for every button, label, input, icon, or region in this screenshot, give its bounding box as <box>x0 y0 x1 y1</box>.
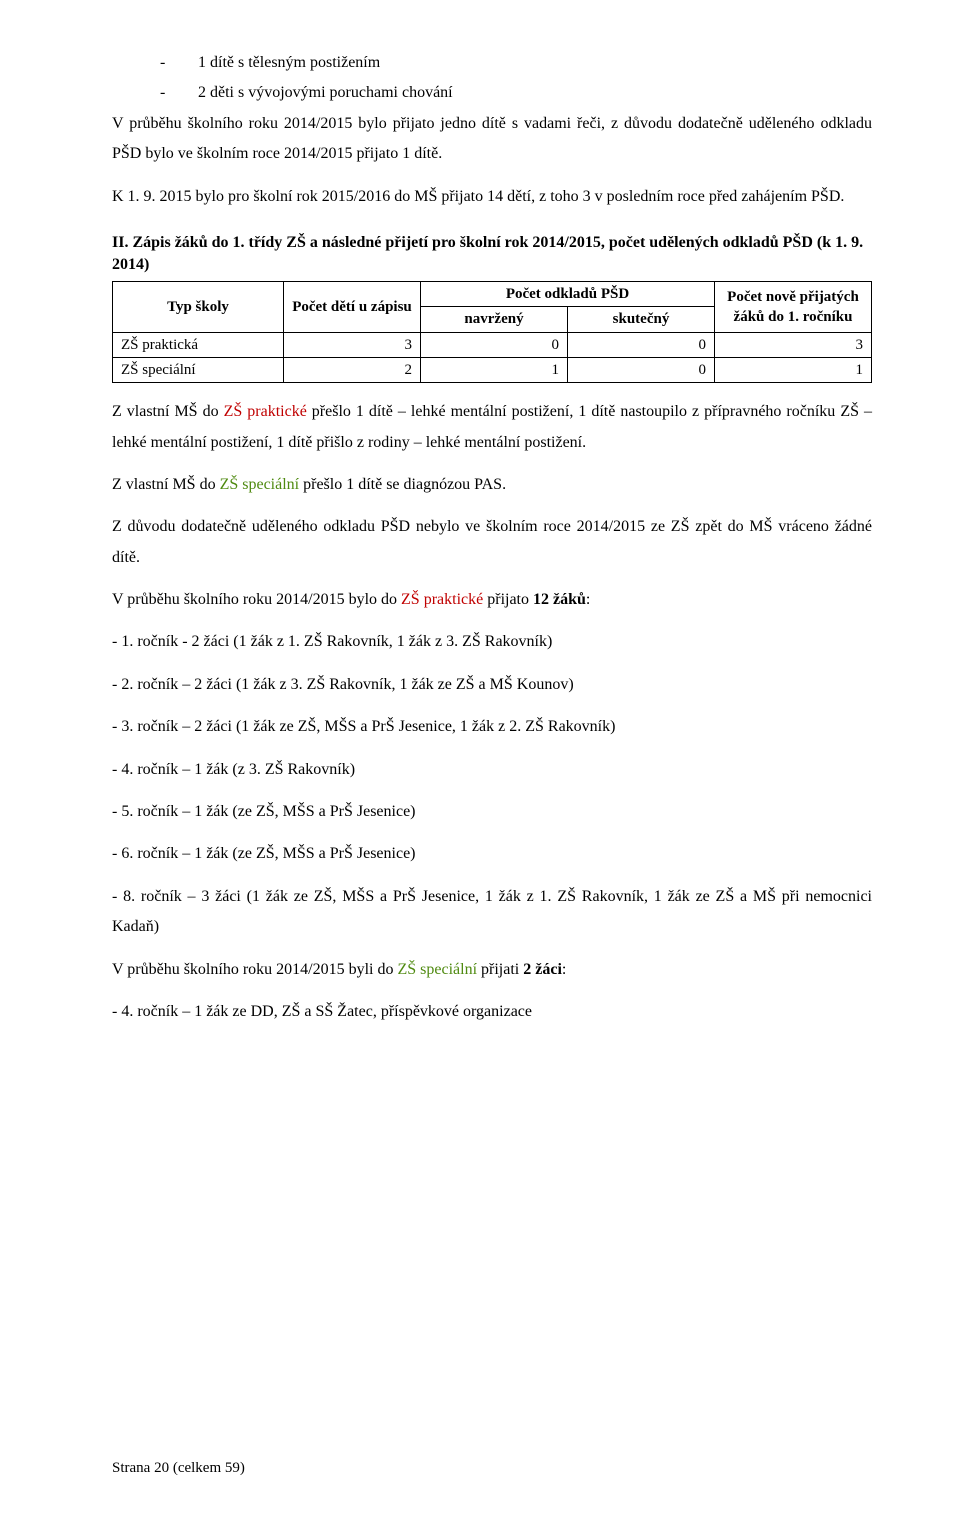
cell-value: 0 <box>568 357 715 382</box>
dash-icon: - <box>160 48 198 78</box>
table-row: ZŠ praktická 3 0 0 3 <box>113 332 872 357</box>
text: Z vlastní MŠ do <box>112 476 220 493</box>
text: : <box>586 591 590 608</box>
cell-label: ZŠ praktická <box>113 332 284 357</box>
bullet-text: 2 děti s vývojovými poruchami chování <box>198 78 453 108</box>
th-type: Typ školy <box>113 282 284 333</box>
bullet-item: - 1 dítě s tělesným postižením <box>160 48 872 78</box>
cell-value: 3 <box>715 332 872 357</box>
accent-zs-prakticka: ZŠ praktické <box>224 403 307 420</box>
cell-value: 3 <box>284 332 421 357</box>
th-deferrals: Počet odkladů PŠD <box>421 282 715 307</box>
th-actual: skutečný <box>568 307 715 332</box>
bold-count: 12 žáků <box>533 591 586 608</box>
list-item: - 8. ročník – 3 žáci (1 žák ze ZŠ, MŠS a… <box>112 882 872 943</box>
text: přijato <box>483 591 533 608</box>
bold-count: 2 žáci <box>523 961 562 978</box>
accent-zs-prakticka: ZŠ praktické <box>401 591 483 608</box>
list-item: - 4. ročník – 1 žák (z 3. ZŠ Rakovník) <box>112 755 872 785</box>
document-page: - 1 dítě s tělesným postižením - 2 děti … <box>0 0 960 1522</box>
paragraph: V průběhu školního roku 2014/2015 bylo d… <box>112 585 872 615</box>
table-row: ZŠ speciální 2 1 0 1 <box>113 357 872 382</box>
list-item: - 4. ročník – 1 žák ze DD, ZŠ a SŠ Žatec… <box>112 997 872 1027</box>
th-count: Počet dětí u zápisu <box>284 282 421 333</box>
list-item: - 6. ročník – 1 žák (ze ZŠ, MŠS a PrŠ Je… <box>112 839 872 869</box>
paragraph: Z vlastní MŠ do ZŠ praktické přešlo 1 dí… <box>112 397 872 458</box>
section-heading: II. Zápis žáků do 1. třídy ZŠ a následné… <box>112 232 872 275</box>
dash-icon: - <box>160 78 198 108</box>
accent-zs-specialni: ZŠ speciální <box>220 476 300 493</box>
text: přijati <box>477 961 523 978</box>
paragraph: Z důvodu dodatečně uděleného odkladu PŠD… <box>112 512 872 573</box>
page-footer: Strana 20 (celkem 59) <box>112 1454 245 1483</box>
th-admitted: Počet nově přijatých žáků do 1. ročníku <box>715 282 872 333</box>
text: V průběhu školního roku 2014/2015 byli d… <box>112 961 397 978</box>
cell-value: 0 <box>421 332 568 357</box>
cell-value: 0 <box>568 332 715 357</box>
text: přešlo 1 dítě se diagnózou PAS. <box>299 476 506 493</box>
text: : <box>562 961 566 978</box>
cell-label: ZŠ speciální <box>113 357 284 382</box>
list-item: - 5. ročník – 1 žák (ze ZŠ, MŠS a PrŠ Je… <box>112 797 872 827</box>
list-item: - 2. ročník – 2 žáci (1 žák z 3. ZŠ Rako… <box>112 670 872 700</box>
text: Z vlastní MŠ do <box>112 403 224 420</box>
paragraph: K 1. 9. 2015 bylo pro školní rok 2015/20… <box>112 182 872 212</box>
accent-zs-specialni: ZŠ speciální <box>397 961 477 978</box>
enrollment-table: Typ školy Počet dětí u zápisu Počet odkl… <box>112 281 872 383</box>
cell-value: 1 <box>715 357 872 382</box>
list-item: - 1. ročník - 2 žáci (1 žák z 1. ZŠ Rako… <box>112 627 872 657</box>
paragraph: V průběhu školního roku 2014/2015 byli d… <box>112 955 872 985</box>
th-proposed: navržený <box>421 307 568 332</box>
cell-value: 1 <box>421 357 568 382</box>
paragraph: Z vlastní MŠ do ZŠ speciální přešlo 1 dí… <box>112 470 872 500</box>
text: V průběhu školního roku 2014/2015 bylo d… <box>112 591 401 608</box>
cell-value: 2 <box>284 357 421 382</box>
bullet-text: 1 dítě s tělesným postižením <box>198 48 380 78</box>
paragraph: V průběhu školního roku 2014/2015 bylo p… <box>112 109 872 170</box>
list-item: - 3. ročník – 2 žáci (1 žák ze ZŠ, MŠS a… <box>112 712 872 742</box>
bullet-item: - 2 děti s vývojovými poruchami chování <box>160 78 872 108</box>
